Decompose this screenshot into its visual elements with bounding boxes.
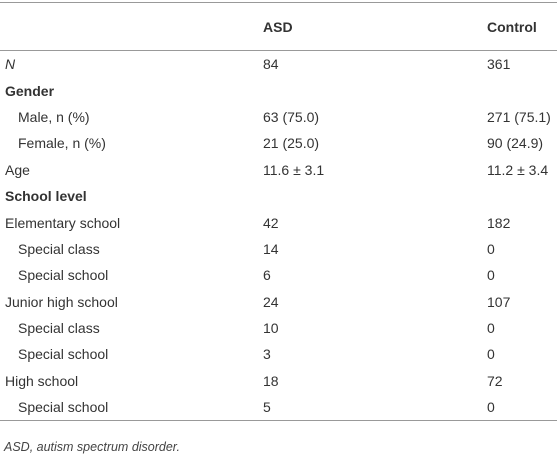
cell: 18 (263, 372, 279, 389)
table-row: Junior high school 24 107 (0, 289, 557, 315)
cell: 271 (75.1) (487, 108, 551, 125)
cell: 90 (24.9) (487, 135, 544, 152)
cell: 6 (263, 267, 271, 284)
row-label: Female, n (%) (18, 135, 106, 152)
cell: 0 (487, 399, 495, 416)
cell: 10 (263, 320, 279, 337)
header-cell (0, 3, 263, 51)
cell: 11.6 ± 3.1 (263, 161, 325, 178)
table-row: School level (0, 183, 557, 209)
cell: 107 (487, 293, 511, 310)
cell: 42 (263, 214, 279, 231)
footnote: ASD, autism spectrum disorder. (4, 440, 180, 454)
header-row: ASD Control (0, 2, 557, 51)
table-row: Special class 14 0 (0, 236, 557, 262)
cell: 72 (487, 372, 503, 389)
table-row: Special school 5 0 (0, 394, 557, 421)
row-label: Elementary school (5, 214, 121, 231)
cell: 361 (487, 56, 511, 73)
table-row: N 84 361 (0, 51, 557, 78)
cell: 0 (487, 320, 495, 337)
table-row: Female, n (%) 21 (25.0) 90 (24.9) (0, 130, 557, 156)
cell: 11.2 ± 3.4 (487, 161, 549, 178)
row-label: Special school (18, 346, 109, 363)
row-label: Special class (18, 320, 100, 337)
row-label: High school (5, 372, 79, 389)
row-label: Male, n (%) (18, 108, 90, 125)
table-row: Special class 10 0 (0, 315, 557, 341)
table-row: Elementary school 42 182 (0, 209, 557, 235)
row-label: Special class (18, 240, 100, 257)
table-row: Special school 6 0 (0, 262, 557, 288)
cell: 21 (25.0) (263, 135, 320, 152)
row-label: Special school (18, 267, 109, 284)
cell: 5 (263, 399, 271, 416)
header-cell: Control (487, 18, 537, 35)
row-label: N (5, 56, 16, 73)
cell: 63 (75.0) (263, 108, 320, 125)
cell: 0 (487, 240, 495, 257)
row-label: Age (5, 161, 30, 178)
cell: 3 (263, 346, 271, 363)
cell: 0 (487, 267, 495, 284)
row-label: Junior high school (5, 293, 118, 310)
table-row: High school 18 72 (0, 368, 557, 394)
row-label: Special school (18, 399, 109, 416)
table-row: Male, n (%) 63 (75.0) 271 (75.1) (0, 104, 557, 130)
cell: 84 (263, 56, 279, 73)
cell (263, 183, 487, 209)
data-table: ASD Control N 84 361 Gender Male, n (%) 63 (7… (0, 2, 557, 421)
cell (487, 183, 557, 209)
table-row: Age 11.6 ± 3.1 11.2 ± 3.4 (0, 157, 557, 183)
cell: 14 (263, 240, 279, 257)
cell: 0 (487, 346, 495, 363)
row-label: School level (5, 188, 87, 205)
table-row: Special school 3 0 (0, 341, 557, 367)
table-body: N 84 361 Gender Male, n (%) 63 (75.0) 271 (75.… (0, 51, 557, 421)
row-label: Gender (5, 82, 55, 99)
header-cell: ASD (263, 18, 293, 35)
table-row: Gender (0, 77, 557, 103)
cell (263, 77, 487, 103)
cell: 182 (487, 214, 511, 231)
cell: 24 (263, 293, 279, 310)
cell (487, 77, 557, 103)
